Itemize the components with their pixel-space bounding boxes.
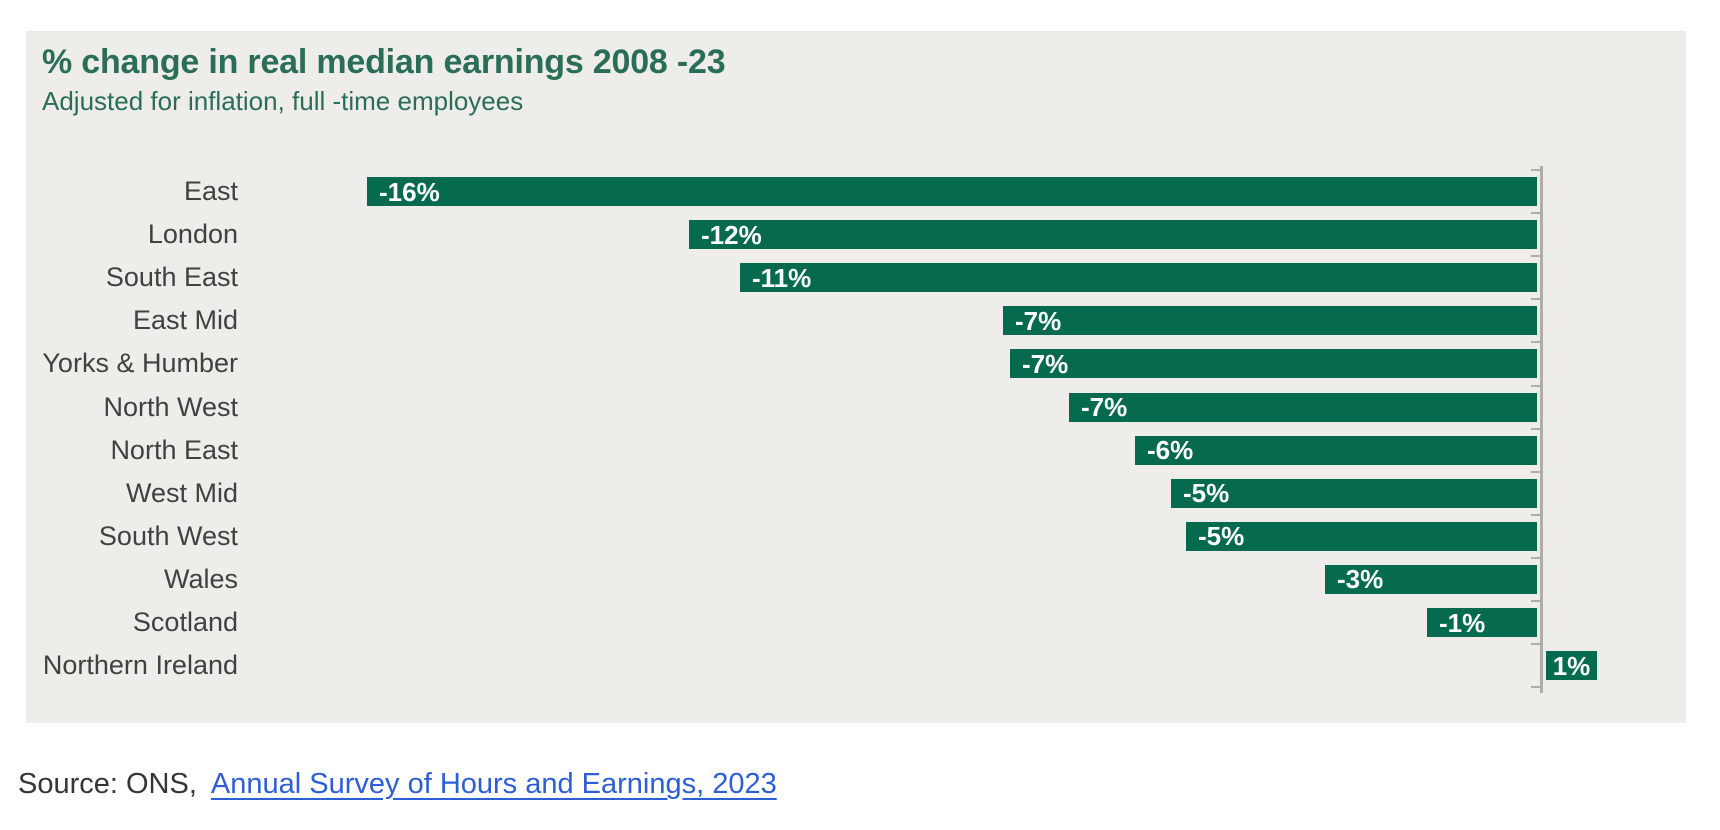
- bar-value-label: -7%: [1022, 348, 1069, 379]
- bar-value-label: -7%: [1081, 392, 1128, 422]
- category-label: Scotland: [132, 607, 238, 637]
- bar-value-label: -6%: [1147, 435, 1194, 466]
- bar-chart: East -16% London -12% South East -11% East Mid…: [26, 31, 1686, 723]
- category-label: East: [183, 176, 238, 206]
- axis-tick: [1531, 686, 1540, 689]
- axis-tick: [1531, 600, 1540, 602]
- bar-value-label: -7%: [1015, 305, 1062, 336]
- axis-baseline: [1540, 166, 1543, 693]
- axis-tick: [1531, 212, 1540, 215]
- axis-tick: [1531, 513, 1540, 516]
- source-link[interactable]: Annual Survey of Hours and Earnings, 202…: [210, 768, 777, 800]
- bar: -1%: [1427, 608, 1537, 637]
- category-label: East Mid: [132, 305, 238, 336]
- bar: 1%: [1546, 650, 1597, 681]
- source-line: Source: ONS, Annual Survey of Hours and E…: [18, 768, 777, 801]
- bar: -7%: [1010, 348, 1537, 379]
- bar-value-label: -5%: [1198, 521, 1245, 552]
- bar-value-label: -1%: [1439, 607, 1486, 638]
- chart-subtitle: Adjusted for inflation, full -time emplo…: [42, 86, 524, 116]
- bar-value-label: -12%: [701, 219, 762, 250]
- bar-value-label: -3%: [1337, 564, 1384, 595]
- axis-tick: [1531, 255, 1540, 258]
- bar-value-label: -16%: [379, 176, 440, 207]
- category-label: South West: [98, 520, 238, 551]
- bar: -5%: [1186, 521, 1537, 552]
- axis-tick: [1531, 298, 1540, 301]
- axis-tick: [1531, 556, 1540, 559]
- category-label: London: [147, 219, 238, 250]
- bar: -5%: [1171, 478, 1537, 509]
- bar: -16%: [367, 177, 1537, 206]
- axis-tick: [1531, 427, 1540, 430]
- axis-tick: [1531, 384, 1540, 387]
- bar: -7%: [1003, 305, 1537, 336]
- bar-value-label: -11%: [752, 262, 812, 293]
- bar: -3%: [1325, 564, 1537, 595]
- axis-tick: [1531, 341, 1540, 344]
- category-label: West Mid: [125, 477, 238, 508]
- bar-value-label: -5%: [1183, 478, 1230, 509]
- bar-value-label: 1%: [1552, 650, 1591, 681]
- category-label: Northern Ireland: [42, 650, 238, 681]
- bar: -6%: [1135, 435, 1537, 466]
- axis-tick: [1531, 643, 1540, 646]
- category-label: Wales: [163, 563, 238, 594]
- chart-title: % change in real median earnings 2008 -2…: [42, 43, 726, 81]
- bar: -12%: [689, 219, 1537, 250]
- category-label: South East: [105, 262, 238, 293]
- axis-tick: [1531, 470, 1540, 473]
- category-label: North West: [103, 391, 238, 422]
- bar: -11%: [740, 262, 1537, 293]
- category-label: Yorks & Humber: [42, 348, 238, 379]
- chart-card: % change in real median earnings 2008 -2…: [26, 31, 1686, 723]
- bar: -7%: [1069, 392, 1537, 422]
- source-text: Source: ONS,: [18, 768, 197, 800]
- axis-tick: [1531, 169, 1540, 171]
- category-label: North East: [110, 434, 238, 465]
